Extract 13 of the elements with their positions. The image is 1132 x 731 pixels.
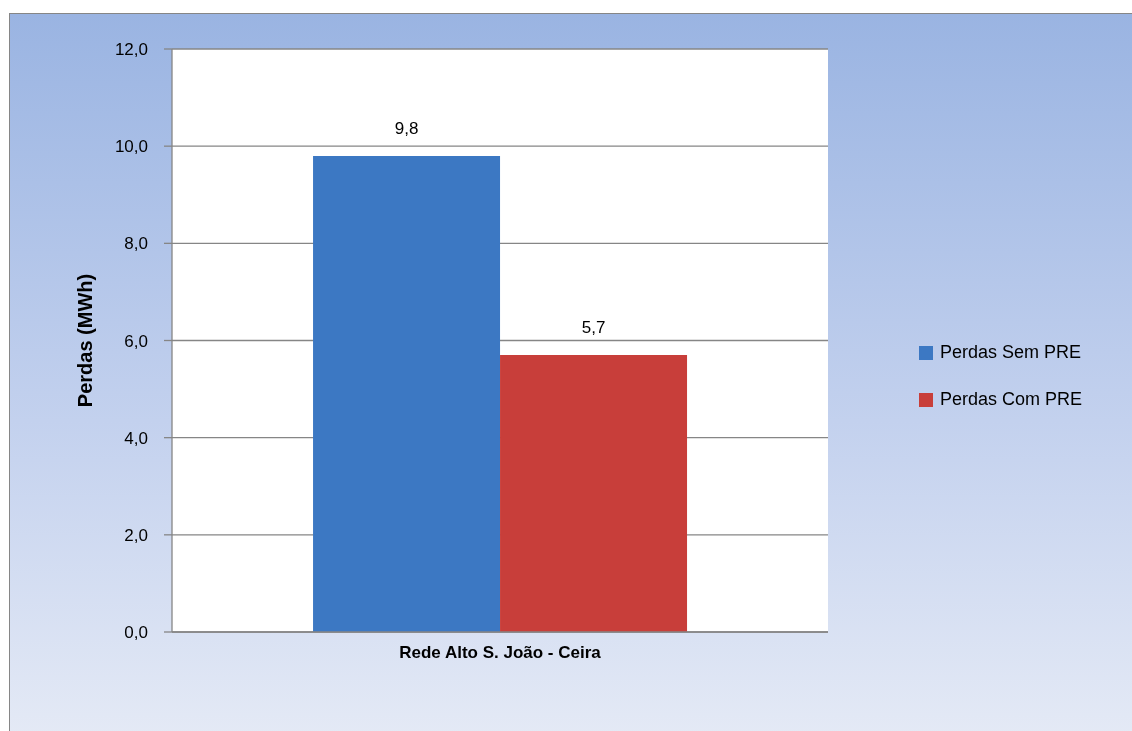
legend-label: Perdas Sem PRE	[940, 342, 1082, 363]
y-tick-label: 2,0	[124, 525, 148, 545]
y-tick-label: 12,0	[114, 40, 148, 60]
data-label: 9,8	[394, 118, 419, 138]
x-tick-label: Rede Alto S. João - Ceira	[399, 643, 602, 663]
y-axis-title: Perdas (MWh)	[74, 273, 96, 408]
legend-label: Perdas Com PRE	[940, 389, 1083, 410]
y-tick-label: 4,0	[124, 428, 148, 448]
y-tick-label: 6,0	[124, 331, 148, 351]
y-tick-label: 10,0	[114, 137, 148, 157]
y-tick-label: 0,0	[124, 623, 148, 643]
data-label: 5,7	[581, 318, 606, 338]
y-tick-label: 8,0	[124, 234, 148, 254]
